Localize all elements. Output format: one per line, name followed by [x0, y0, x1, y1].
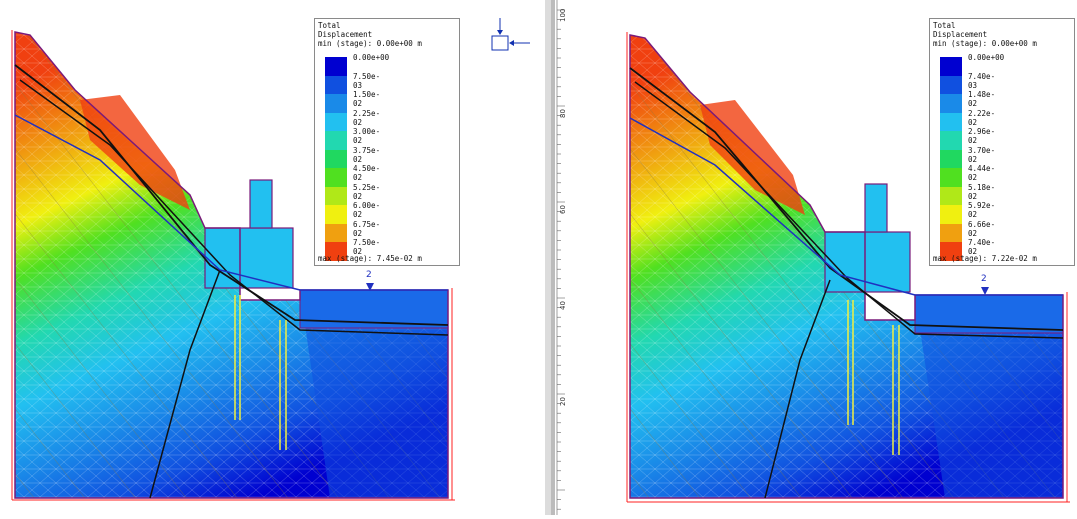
legend-left: Total Displacement min (stage): 0.00e+00…: [314, 18, 460, 266]
legend-label: 1.50e-02: [353, 90, 381, 108]
legend-max: max (stage): 7.22e-02 m: [933, 254, 1037, 263]
legend-swatch: [940, 242, 962, 261]
max-displacement-zone: [700, 100, 805, 215]
legend-label: 5.92e-02: [968, 201, 996, 219]
rock-bolts: [847, 300, 900, 455]
legend-swatch: [325, 131, 347, 150]
tower-structure: [864, 183, 888, 233]
water-table-label: 2: [981, 274, 987, 284]
legend-swatch: [940, 168, 962, 187]
legend-swatch: [940, 75, 962, 94]
legend-label: 4.44e-02: [968, 164, 996, 182]
legend-swatch: [325, 57, 347, 76]
legend-swatch: [940, 57, 962, 76]
boundary-conditions: [626, 32, 1070, 503]
retaining-structure: [204, 227, 294, 289]
ruler-tick-label: 100: [559, 8, 567, 22]
legend-swatch: [325, 112, 347, 131]
legend-label: 5.18e-02: [968, 182, 996, 201]
water-table-marker: [981, 287, 989, 295]
legend-label: 2.22e-02: [968, 108, 996, 127]
fault-line: [634, 81, 1064, 339]
legend-swatch: [325, 223, 347, 242]
legend-label: 6.66e-02: [968, 219, 996, 238]
ruler-tick-label: 40: [559, 301, 567, 310]
legend-swatch: [325, 94, 347, 113]
legend-swatch: [940, 223, 962, 242]
legend-label: 7.40e-02: [968, 238, 996, 256]
tower-structure: [249, 179, 273, 229]
legend-label: 6.00e-02: [353, 201, 381, 219]
legend-swatch: [940, 149, 962, 168]
fault-line: [149, 269, 221, 499]
legend-label: 2.96e-02: [968, 127, 996, 145]
legend-label: 1.48e-02: [968, 90, 996, 108]
legend-swatch: [325, 205, 347, 224]
ruler-tick-label: 80: [559, 109, 567, 118]
legend-min: min (stage): 0.00e+00 m: [318, 39, 422, 48]
fault-line: [629, 67, 1064, 331]
displacement-contour-plot: [626, 32, 1070, 503]
water-table-line: [14, 114, 448, 291]
legend-label: 3.00e-02: [353, 127, 381, 145]
legend-max: max (stage): 7.45e-02 m: [318, 254, 422, 263]
model-view-right: 2 Total Displacement min (stage): 0.00e+…: [615, 0, 1077, 515]
rock-bolts: [234, 295, 287, 450]
legend-swatch: [325, 75, 347, 94]
ruler-tick-label: 60: [559, 205, 567, 214]
legend-label: 2.25e-02: [353, 108, 381, 127]
water-table-line: [629, 117, 1063, 296]
legend-right: Total Displacement min (stage): 0.00e+00…: [929, 18, 1075, 266]
legend-swatch: [940, 205, 962, 224]
legend-label: 4.50e-02: [353, 164, 381, 182]
legend-swatch: [325, 149, 347, 168]
legend-label: 3.75e-02: [353, 145, 381, 164]
vertical-ruler[interactable]: 100 80 60 40 20: [545, 0, 571, 515]
legend-label: 5.25e-02: [353, 182, 381, 201]
legend-label: 3.70e-02: [968, 145, 996, 164]
fault-line: [19, 79, 449, 336]
legend-min: min (stage): 0.00e+00 m: [933, 39, 1037, 48]
legend-label: 0.00e+00: [968, 53, 1005, 62]
model-outline: [629, 34, 1064, 499]
legend-title: Total Displacement: [933, 21, 988, 39]
legend-label: 7.40e-03: [968, 71, 996, 90]
legend-swatch: [940, 94, 962, 113]
legend-title: Total Displacement: [318, 21, 373, 39]
view-orientation-control[interactable]: [486, 16, 536, 58]
water-table-marker: [366, 283, 374, 291]
legend-swatch: [325, 242, 347, 261]
legend-label: 6.75e-02: [353, 219, 381, 238]
max-displacement-zone: [80, 95, 190, 210]
legend-swatch: [325, 186, 347, 205]
legend-label: 0.00e+00: [353, 53, 390, 62]
legend-swatch: [940, 131, 962, 150]
legend-swatch: [940, 112, 962, 131]
model-view-left: 2 Total Displacement min (stage): 0.00e+…: [0, 0, 480, 515]
legend-label: 7.50e-02: [353, 238, 381, 256]
ruler-tick-label: 20: [559, 397, 567, 406]
displacement-contour-plot: [11, 30, 455, 501]
legend-swatch: [940, 186, 962, 205]
legend-swatch: [325, 168, 347, 187]
legend-label: 7.50e-03: [353, 71, 381, 90]
fault-line: [764, 279, 831, 499]
boundary-conditions: [11, 30, 455, 501]
water-table-label: 2: [366, 270, 372, 280]
fault-line: [14, 64, 449, 326]
